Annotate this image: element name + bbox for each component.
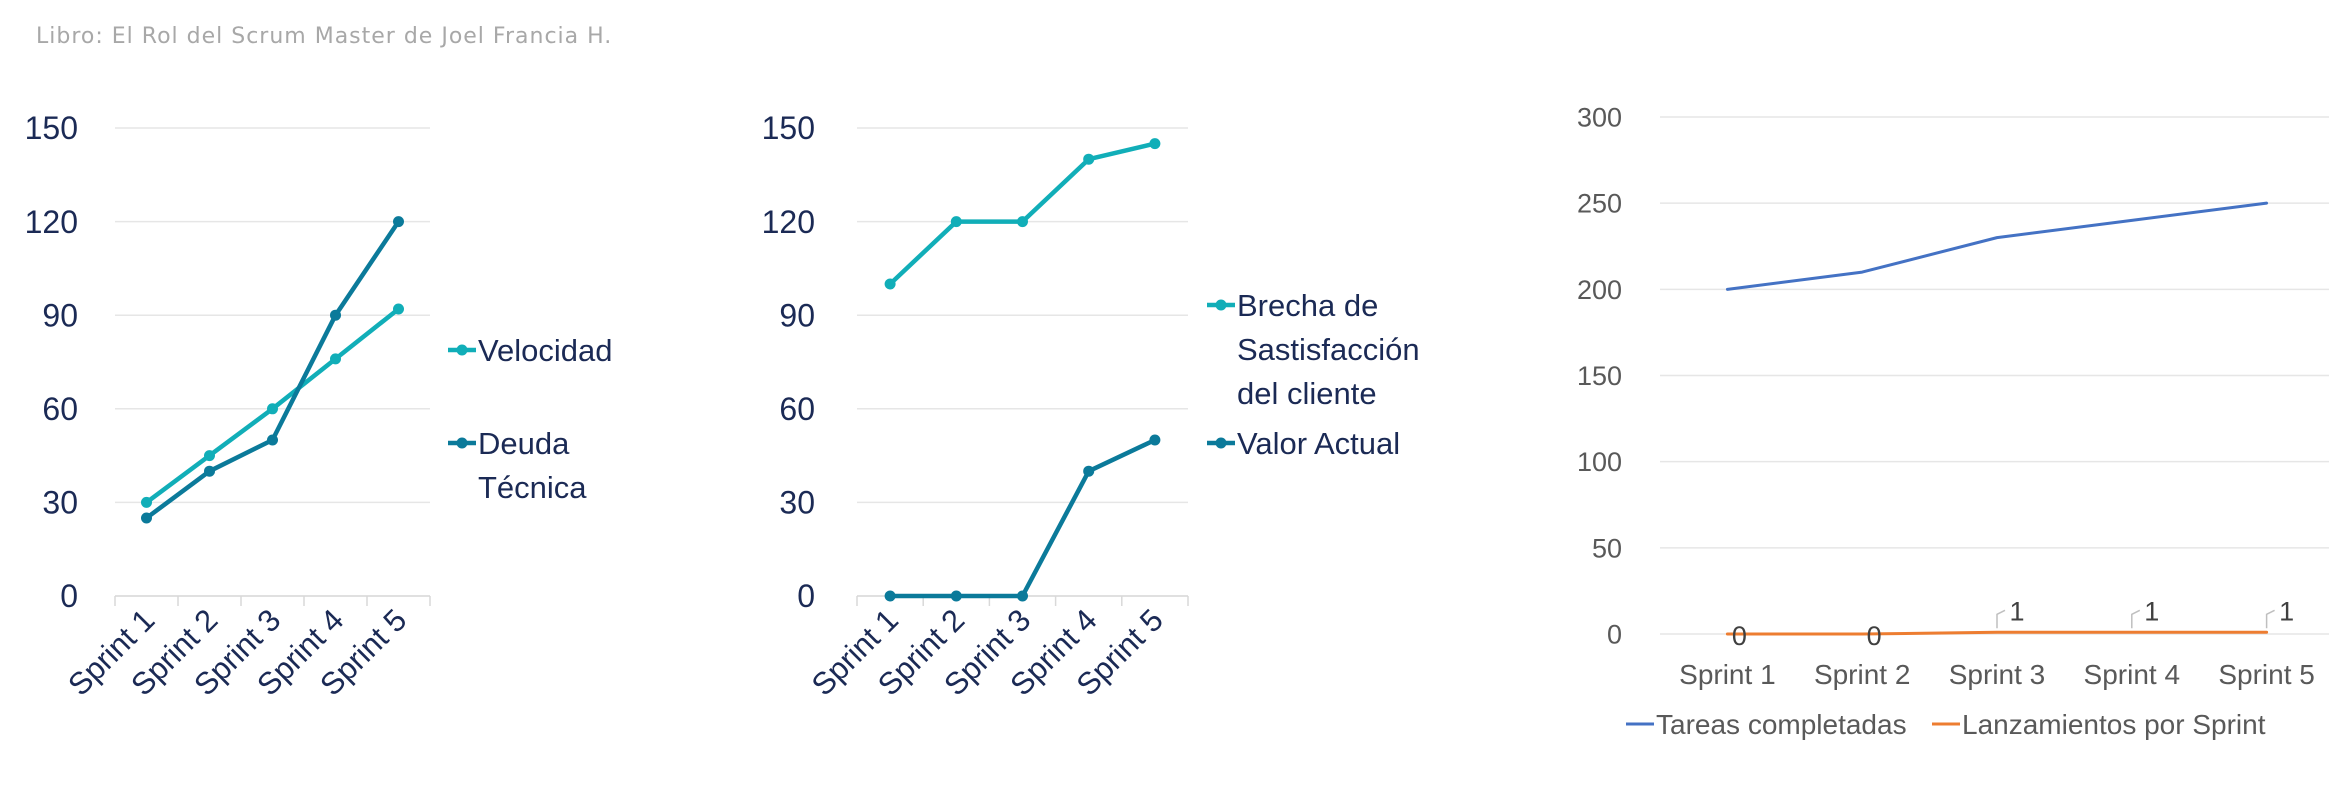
y-tick-label: 0	[797, 578, 815, 614]
x-tick-label: Sprint 4	[2084, 659, 2181, 690]
legend-entry: Deuda Técnica	[448, 426, 587, 505]
data-point	[1149, 138, 1161, 150]
data-point	[1017, 216, 1028, 228]
data-point	[1083, 153, 1095, 165]
data-point	[950, 590, 962, 602]
data-point	[950, 216, 962, 228]
legend-entry: Lanzamientos por Sprint	[1932, 709, 2266, 740]
legend-entry: Velocidad	[448, 333, 612, 368]
y-tick-label: 0	[1607, 619, 1622, 649]
y-tick-label: 120	[25, 204, 78, 240]
data-label: 1	[2279, 596, 2294, 626]
data-point	[884, 590, 896, 602]
y-tick-label: 0	[60, 578, 78, 614]
y-tick-label: 30	[779, 485, 815, 521]
legend-marker-icon	[456, 344, 468, 356]
legend-marker-icon	[1215, 299, 1227, 311]
legend-entry: Tareas completadas	[1626, 709, 1907, 740]
data-point	[141, 512, 152, 524]
data-point	[1149, 434, 1161, 446]
legend-label: Lanzamientos por Sprint	[1962, 709, 2266, 740]
legend-label: Brecha de	[1237, 288, 1378, 323]
data-point	[204, 465, 215, 477]
data-label: 1	[2009, 596, 2024, 626]
legend-label: Velocidad	[478, 333, 612, 368]
legend-marker-icon	[456, 437, 468, 449]
data-label-leader	[2265, 609, 2275, 629]
series-line-1	[887, 141, 1158, 287]
y-tick-label: 60	[779, 391, 815, 427]
legend-entry: Valor Actual	[1207, 426, 1400, 461]
y-tick-label: 150	[25, 110, 78, 146]
y-tick-label: 50	[1592, 533, 1622, 563]
source-caption: Libro: El Rol del Scrum Master de Joel F…	[36, 24, 613, 49]
series-line-2	[887, 437, 1158, 599]
x-tick-label: Sprint 1	[1679, 659, 1776, 690]
data-point	[330, 353, 341, 365]
data-point	[204, 450, 215, 462]
x-tick-label: Sprint 5	[2218, 659, 2315, 690]
legend-label: Deuda	[478, 426, 570, 461]
data-label: 0	[1732, 621, 1747, 651]
series-line-2	[1725, 630, 2269, 636]
data-label-leader	[2131, 609, 2141, 629]
data-label-leader	[1996, 609, 2006, 629]
legend-entry: Brecha de Sastisfacción del cliente	[1207, 288, 1420, 411]
data-point	[393, 303, 404, 315]
y-tick-label: 300	[1577, 102, 1622, 132]
y-tick-label: 30	[42, 485, 78, 521]
data-point	[330, 309, 341, 321]
legend-label: Tareas completadas	[1656, 709, 1907, 740]
data-point	[267, 434, 278, 446]
legend-label: Sastisfacción	[1237, 332, 1420, 367]
y-tick-label: 60	[42, 391, 78, 427]
x-tick-label: Sprint 3	[1949, 659, 2046, 690]
y-tick-label: 150	[762, 110, 815, 146]
y-tick-label: 150	[1577, 361, 1622, 391]
y-tick-label: 90	[42, 297, 78, 333]
x-tick-label: Sprint 2	[1814, 659, 1911, 690]
legend-label: Técnica	[478, 470, 587, 505]
data-label: 1	[2144, 596, 2159, 626]
data-point	[1017, 590, 1028, 602]
y-tick-label: 100	[1577, 447, 1622, 477]
series-line-1	[1725, 201, 2269, 291]
data-point	[393, 216, 404, 228]
data-point	[1083, 465, 1095, 477]
data-point	[884, 278, 896, 290]
y-tick-label: 200	[1577, 275, 1622, 305]
legend-label: del cliente	[1237, 376, 1377, 411]
y-tick-label: 120	[762, 204, 815, 240]
data-point	[267, 403, 278, 415]
data-label: 0	[1867, 621, 1882, 651]
y-tick-label: 250	[1577, 189, 1622, 219]
y-tick-label: 90	[779, 297, 815, 333]
legend-label: Valor Actual	[1237, 426, 1400, 461]
data-point	[141, 496, 152, 508]
legend-marker-icon	[1215, 437, 1227, 449]
